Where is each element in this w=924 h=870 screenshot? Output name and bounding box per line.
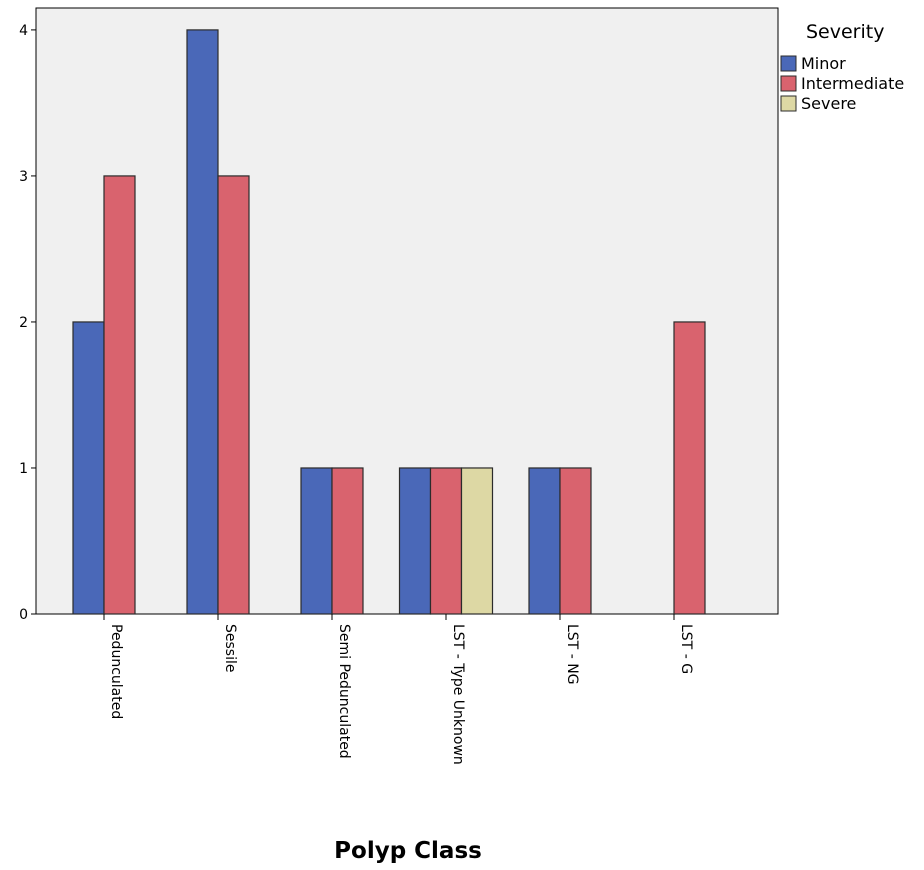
- y-tick-label: 1: [19, 461, 28, 477]
- bar-intermediate: [331, 467, 364, 615]
- y-tick-label: 2: [19, 315, 28, 331]
- bar-intermediate: [103, 175, 136, 615]
- legend-label: Intermediate: [801, 74, 904, 93]
- y-tick-label: 4: [19, 23, 28, 39]
- legend-label: Severe: [801, 94, 856, 113]
- x-tick-label: LST - G: [678, 624, 694, 674]
- x-axis-title: Polyp Class: [334, 838, 482, 864]
- y-tick-label: 0: [19, 607, 28, 623]
- legend-swatch: [780, 95, 797, 112]
- y-tick-label: 3: [19, 169, 28, 185]
- bar-intermediate: [673, 321, 706, 615]
- bar-intermediate: [217, 175, 250, 615]
- x-tick-label: Pedunculated: [108, 624, 124, 719]
- legend-label: Minor: [801, 54, 846, 73]
- legend-swatch: [780, 75, 797, 92]
- bar-intermediate: [429, 467, 463, 615]
- bar-minor: [72, 321, 105, 615]
- x-axis: Pedunculated Sessile Semi Pedunculated LST …: [103, 614, 694, 765]
- x-tick-label: Semi Pedunculated: [336, 624, 352, 759]
- bar-minor: [186, 29, 219, 615]
- x-tick-label: LST - Type Unknown: [450, 624, 466, 765]
- bar-intermediate: [559, 467, 592, 615]
- legend-swatch: [780, 55, 797, 72]
- bar-severe: [460, 467, 494, 615]
- legend-title: Severity: [806, 21, 884, 43]
- bars-layer: [72, 29, 706, 615]
- y-axis: 0 1 2 3 4: [19, 23, 36, 623]
- bar-minor: [300, 467, 333, 615]
- x-tick-label: Sessile: [222, 624, 238, 672]
- bar-minor: [398, 467, 432, 615]
- x-tick-label: LST - NG: [564, 624, 580, 685]
- bar-minor: [528, 467, 561, 615]
